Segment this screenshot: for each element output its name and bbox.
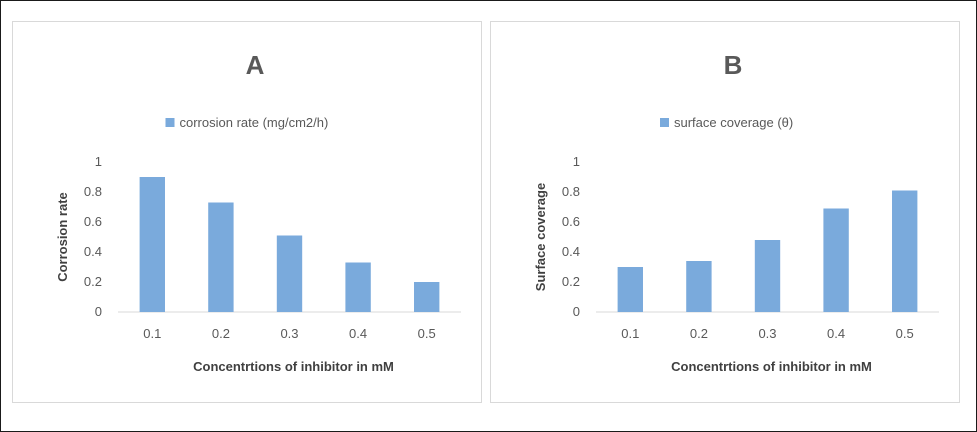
y-tick-label-b: 0 bbox=[573, 304, 580, 319]
x-tick-label-a: 0.1 bbox=[143, 326, 161, 341]
y-tick-label-b: 0.8 bbox=[562, 184, 580, 199]
x-tick-label-a: 0.5 bbox=[418, 326, 436, 341]
bar-b-0.1 bbox=[617, 267, 643, 312]
legend-swatch-b bbox=[660, 118, 669, 127]
bar-a-0.5 bbox=[414, 282, 440, 312]
x-axis-title-a: Concentrtions of inhibitor in mM bbox=[193, 359, 394, 374]
y-axis-title-a: Corrosion rate bbox=[55, 192, 70, 282]
chart-title-a: A bbox=[246, 50, 265, 80]
y-tick-label-a: 0 bbox=[95, 304, 102, 319]
y-tick-label-a: 1 bbox=[95, 154, 102, 169]
y-axis-title-b: Surface coverage bbox=[533, 183, 548, 291]
bar-b-0.3 bbox=[754, 240, 781, 312]
y-tick-label-b: 0.4 bbox=[562, 244, 580, 259]
bar-a-0.1 bbox=[139, 177, 165, 312]
y-tick-label-a: 0.4 bbox=[84, 244, 102, 259]
bar-a-0.3 bbox=[276, 235, 303, 312]
bar-b-0.2 bbox=[686, 261, 712, 312]
bar-b-0.5 bbox=[892, 190, 918, 312]
x-tick-label-b: 0.2 bbox=[690, 326, 708, 341]
x-tick-label-a: 0.4 bbox=[349, 326, 367, 341]
y-tick-label-b: 1 bbox=[573, 154, 580, 169]
legend-swatch-a bbox=[165, 118, 175, 127]
x-tick-label-b: 0.3 bbox=[758, 326, 776, 341]
y-tick-label-a: 0.8 bbox=[84, 184, 102, 199]
x-tick-label-a: 0.2 bbox=[212, 326, 230, 341]
bar-a-0.2 bbox=[208, 202, 234, 312]
legend-label-b: surface coverage (θ) bbox=[674, 115, 793, 130]
x-tick-label-b: 0.1 bbox=[621, 326, 639, 341]
x-axis-title-b: Concentrtions of inhibitor in mM bbox=[671, 359, 872, 374]
x-tick-label-a: 0.3 bbox=[280, 326, 298, 341]
y-tick-label-a: 0.6 bbox=[84, 214, 102, 229]
legend-label-a: corrosion rate (mg/cm2/h) bbox=[180, 115, 329, 130]
bar-b-0.4 bbox=[823, 208, 849, 312]
chart-title-b: B bbox=[724, 50, 743, 80]
y-tick-label-a: 0.2 bbox=[84, 274, 102, 289]
y-tick-label-b: 0.6 bbox=[562, 214, 580, 229]
bar-a-0.4 bbox=[345, 262, 371, 312]
x-tick-label-b: 0.5 bbox=[896, 326, 914, 341]
x-tick-label-b: 0.4 bbox=[827, 326, 845, 341]
y-tick-label-b: 0.2 bbox=[562, 274, 580, 289]
